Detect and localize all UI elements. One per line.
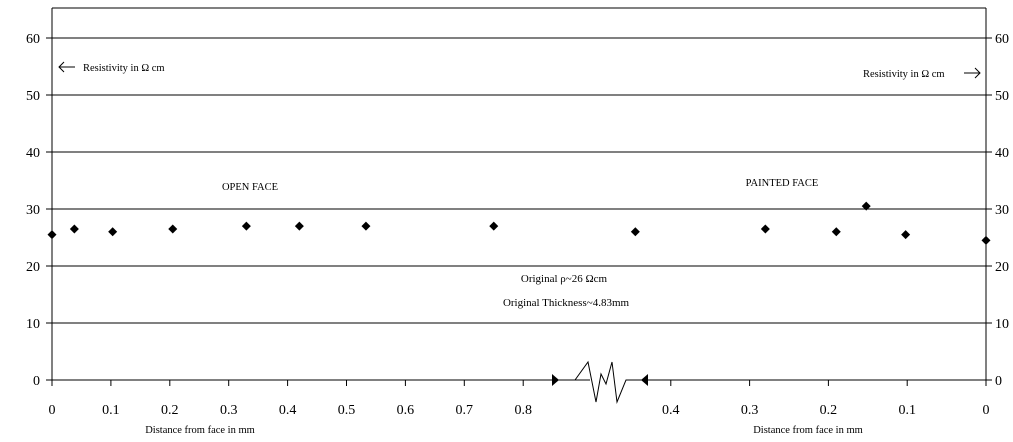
x-tick-label-left: 0.7 (456, 403, 474, 418)
right-resistivity-note: Resistivity in Ω cm (863, 67, 981, 80)
open-face-label: OPEN FACE (222, 182, 278, 193)
y-tick-labels: 0 0 10 10 20 20 30 30 40 40 50 50 60 60 (26, 32, 1009, 389)
x-tick-label-right: 0.2 (820, 403, 838, 418)
y-tick-label-right: 10 (995, 317, 1009, 332)
data-point-painted-face (861, 201, 871, 211)
y-tick-label-left: 20 (26, 260, 40, 275)
data-point-open-face (241, 221, 251, 231)
y-tick-label-left: 0 (33, 374, 40, 389)
x-tick-label-left: 0.2 (161, 403, 179, 418)
y-tick-label-left: 30 (26, 203, 40, 218)
x-tick-label-left: 0.3 (220, 403, 238, 418)
data-point-open-face (168, 224, 178, 234)
break-arrow-left (641, 374, 648, 386)
annotation-original-thickness: Original Thickness~4.83mm (503, 297, 630, 309)
x-tick-label-left: 0.1 (102, 403, 120, 418)
left-resistivity-note: Resistivity in Ω cm (58, 61, 165, 74)
y-tick-label-right: 50 (995, 89, 1009, 104)
y-tick-label-right: 60 (995, 32, 1009, 47)
painted-face-label: PAINTED FACE (746, 178, 819, 189)
x-tick-label-left: 0 (49, 403, 56, 418)
y-tick-label-right: 20 (995, 260, 1009, 275)
x-tick-label-right: 0.4 (662, 403, 680, 418)
break-arrow-right (552, 374, 559, 386)
data-point-open-face (47, 230, 57, 240)
data-point-open-face (361, 221, 371, 231)
break-zigzag (555, 360, 670, 404)
y-tick-label-left: 60 (26, 32, 40, 47)
data-point-painted-face (760, 224, 770, 234)
x-tick-labels: 0 0.1 0.2 0.3 0.4 0.5 0.6 0.7 0.8 0.4 0.3 0.2 0.1 0 (49, 403, 990, 418)
axes (46, 7, 992, 386)
data-point-painted-face (630, 227, 640, 237)
data-point-open-face (69, 224, 79, 234)
data-point-painted-face (981, 235, 991, 245)
y-tick-label-left: 50 (26, 89, 40, 104)
left-resistivity-note-text: Resistivity in Ω cm (83, 63, 165, 74)
data-point-painted-face (901, 230, 911, 240)
y-tick-label-left: 10 (26, 317, 40, 332)
y-tick-label-left: 40 (26, 146, 40, 161)
x-tick-label-right: 0.1 (898, 403, 916, 418)
data-point-painted-face (831, 227, 841, 237)
axis-break-symbol (552, 360, 670, 404)
x-tick-label-right: 0 (983, 403, 990, 418)
y-tick-label-right: 0 (995, 374, 1002, 389)
x-tick-label-left: 0.6 (397, 403, 415, 418)
data-points (47, 201, 991, 245)
left-x-axis-label: Distance from face in mm (145, 425, 255, 436)
grid-lines (52, 37, 986, 324)
y-tick-label-right: 40 (995, 146, 1009, 161)
x-tick-label-right: 0.3 (741, 403, 759, 418)
x-tick-label-left: 0.8 (514, 403, 532, 418)
right-resistivity-note-text: Resistivity in Ω cm (863, 69, 945, 80)
data-point-open-face (489, 221, 499, 231)
y-tick-label-right: 30 (995, 203, 1009, 218)
x-tick-label-left: 0.5 (338, 403, 356, 418)
data-point-open-face (294, 221, 304, 231)
data-point-open-face (108, 227, 118, 237)
annotation-original-resistivity: Original ρ~26 Ωcm (521, 273, 608, 285)
x-tick-label-left: 0.4 (279, 403, 297, 418)
right-x-axis-label: Distance from face in mm (753, 425, 863, 436)
